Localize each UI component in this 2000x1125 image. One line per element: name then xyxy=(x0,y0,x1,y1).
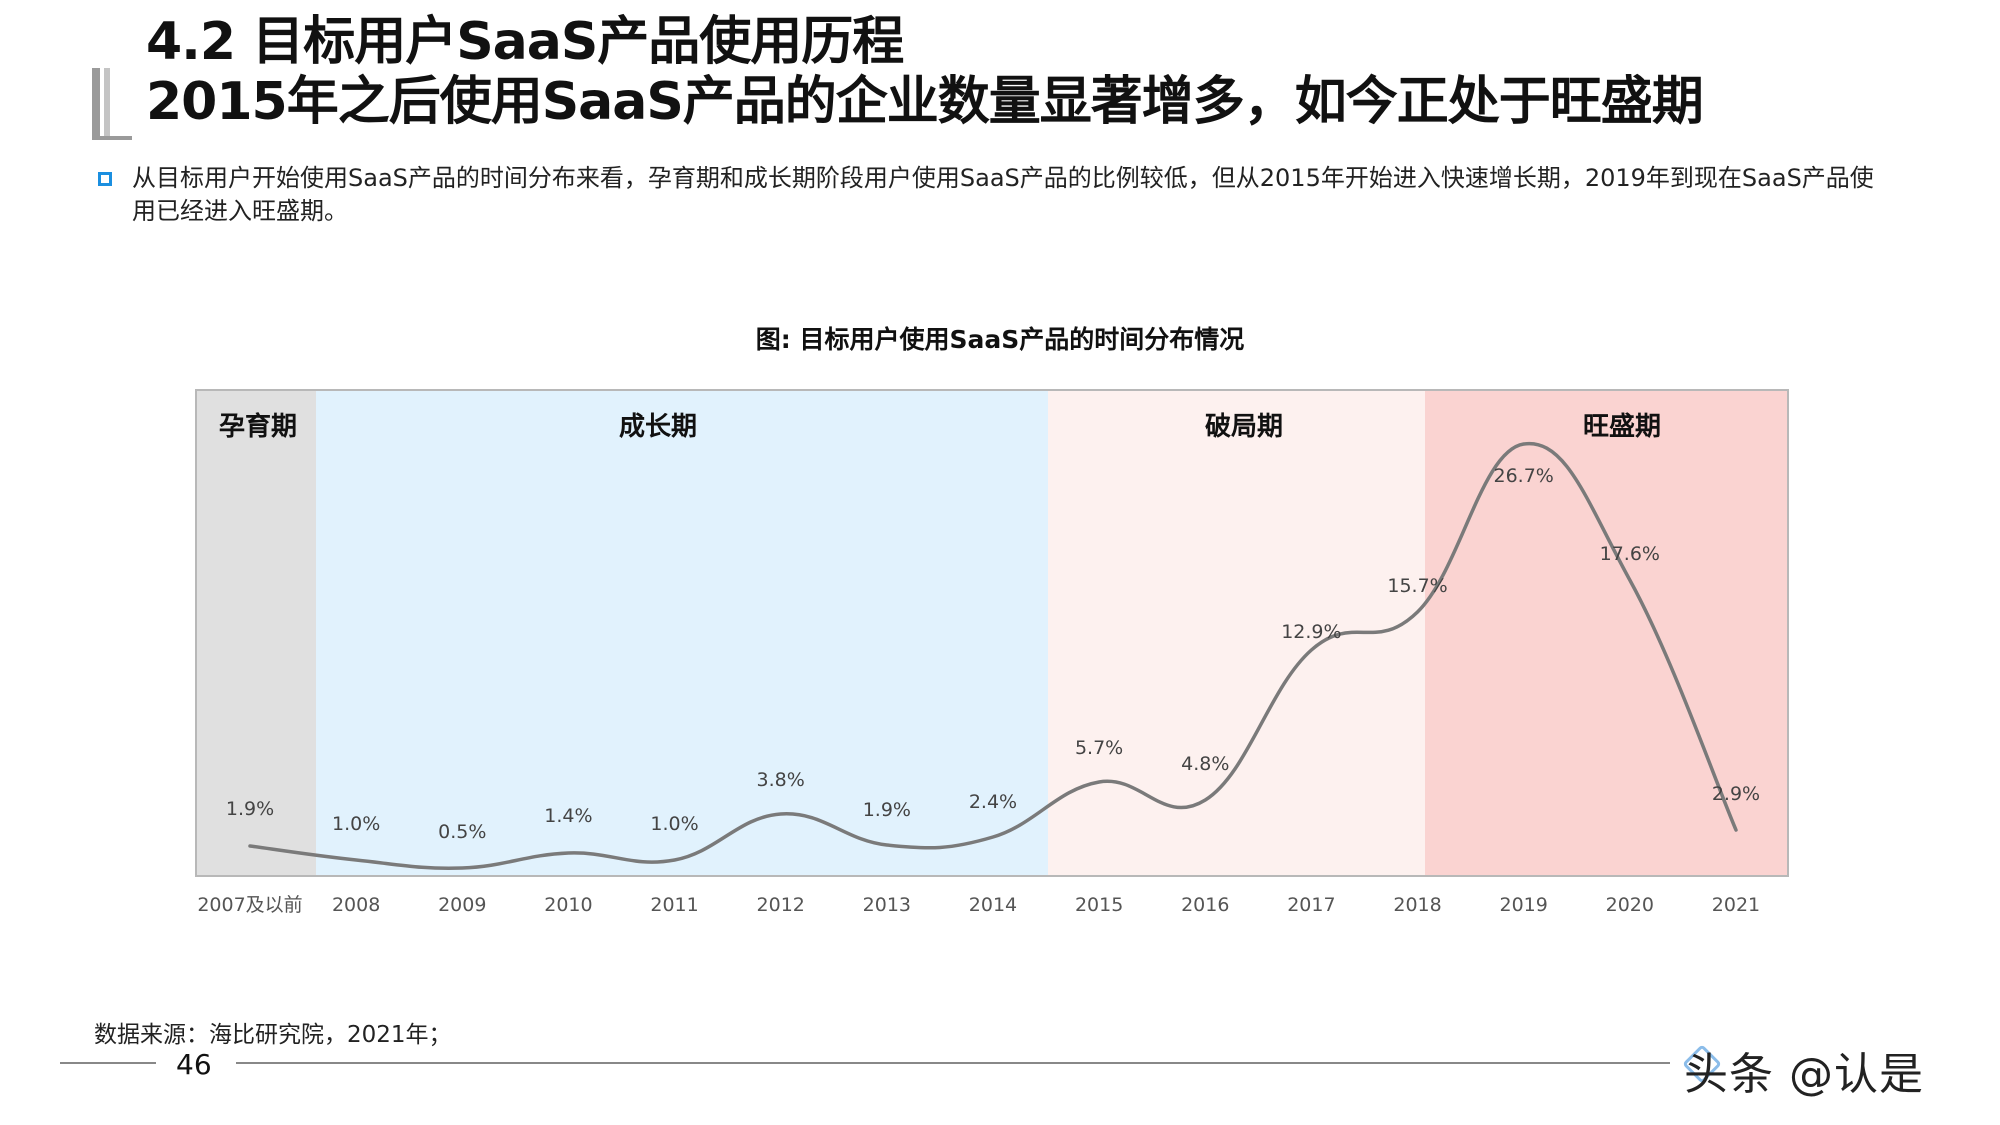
x-tick-2013: 2013 xyxy=(863,894,911,916)
x-tick-2009: 2009 xyxy=(438,894,486,916)
data-label-2021: 2.9% xyxy=(1712,783,1760,805)
chart-title: 图: 目标用户使用SaaS产品的时间分布情况 xyxy=(755,325,1245,354)
data-label-2012: 3.8% xyxy=(757,769,805,791)
x-tick-2007及以前: 2007及以前 xyxy=(197,894,302,916)
x-tick-2010: 2010 xyxy=(544,894,592,916)
series-line xyxy=(248,441,1738,870)
phase-band-2 xyxy=(316,390,1048,876)
page-number: 46 xyxy=(176,1048,212,1081)
x-tick-2015: 2015 xyxy=(1075,894,1123,916)
page-headline: 2015年之后使用SaaS产品的企业数量显著增多，如今正处于旺盛期 xyxy=(146,72,1704,132)
title-decoration xyxy=(92,68,132,140)
footer-divider-left xyxy=(60,1062,156,1064)
data-label-2020: 17.6% xyxy=(1600,543,1660,565)
data-label-2019: 26.7% xyxy=(1494,465,1554,487)
data-label-2017: 12.9% xyxy=(1281,621,1341,643)
intro-text: 从目标用户开始使用SaaS产品的时间分布来看，孕育期和成长期阶段用户使用SaaS… xyxy=(132,164,1874,225)
data-label-2009: 0.5% xyxy=(438,821,486,843)
x-tick-2018: 2018 xyxy=(1393,894,1441,916)
data-source: 数据来源：海比研究院，2021年； xyxy=(94,1022,452,1048)
data-label-2016: 4.8% xyxy=(1181,753,1229,775)
phase-band-4 xyxy=(1425,390,1788,876)
x-tick-2016: 2016 xyxy=(1181,894,1229,916)
phase-label-4: 旺盛期 xyxy=(1583,411,1661,442)
plot-border xyxy=(195,389,1789,877)
data-label-2015: 5.7% xyxy=(1075,737,1123,759)
data-label-2014: 2.4% xyxy=(969,791,1017,813)
data-label-2007及以前: 1.9% xyxy=(226,798,274,820)
phase-band-1 xyxy=(196,390,316,876)
data-label-2011: 1.0% xyxy=(650,813,698,835)
footer-divider-right xyxy=(236,1062,1670,1064)
data-label-2018: 15.7% xyxy=(1387,575,1447,597)
x-tick-2020: 2020 xyxy=(1606,894,1654,916)
phase-label-2: 成长期 xyxy=(619,412,697,442)
phase-label-1: 孕育期 xyxy=(219,411,297,442)
x-tick-2012: 2012 xyxy=(757,894,805,916)
x-tick-2014: 2014 xyxy=(969,894,1017,916)
bullet-square-icon xyxy=(98,172,112,186)
brand-watermark: 头条 @认是 xyxy=(1684,1049,1924,1100)
section-title: 4.2 目标用户SaaS产品使用历程 xyxy=(146,12,904,72)
x-tick-2021: 2021 xyxy=(1712,894,1760,916)
data-label-2010: 1.4% xyxy=(544,805,592,827)
x-tick-2019: 2019 xyxy=(1500,894,1548,916)
x-tick-2011: 2011 xyxy=(650,894,698,916)
x-tick-2017: 2017 xyxy=(1287,894,1335,916)
data-label-2013: 1.9% xyxy=(863,799,911,821)
phase-label-3: 破局期 xyxy=(1205,412,1283,442)
x-tick-2008: 2008 xyxy=(332,894,380,916)
data-label-2008: 1.0% xyxy=(332,813,380,835)
